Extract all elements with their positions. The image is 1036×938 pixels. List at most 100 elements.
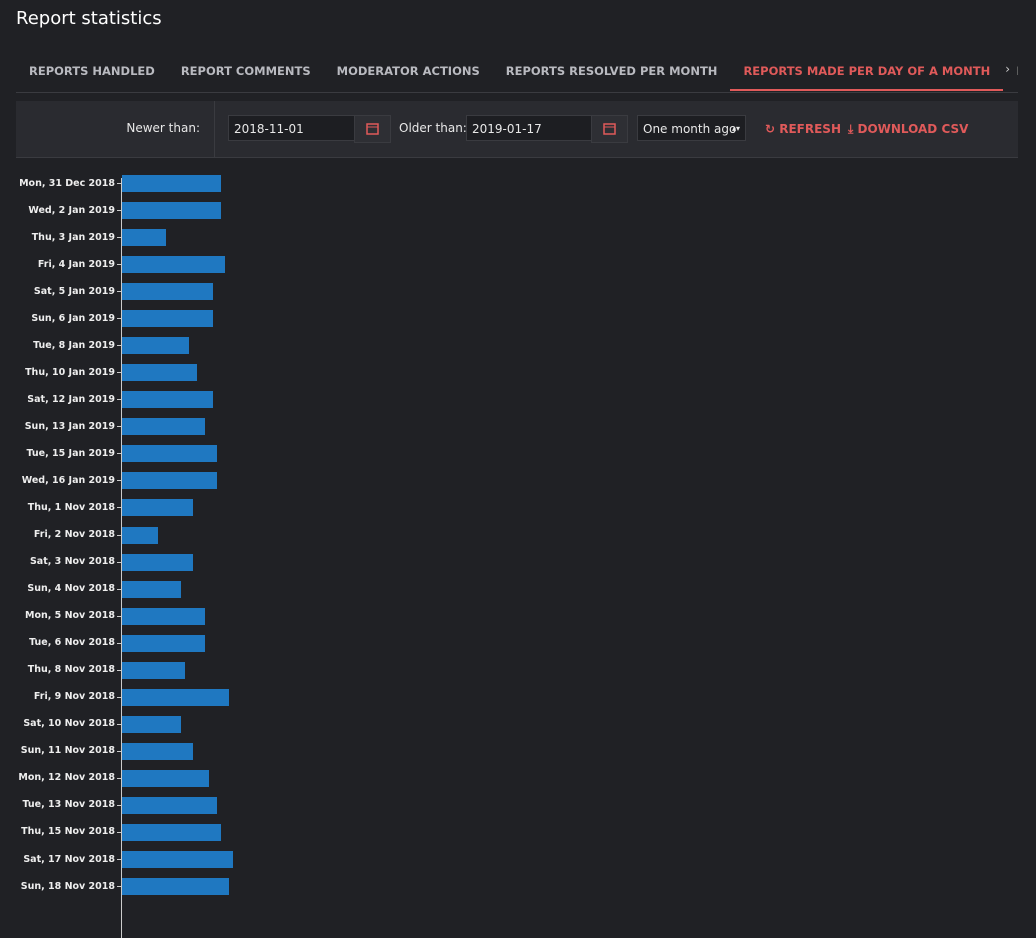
category-label: Tue, 15 Jan 2019 [26,447,115,459]
range-value: One month ago [643,122,737,136]
bar-row: Sat, 12 Jan 2019 [0,386,600,413]
tick-mark [117,696,121,698]
category-label: Sat, 5 Jan 2019 [33,285,115,297]
older-input[interactable]: 2019-01-17 [466,115,592,141]
refresh-label: REFRESH [779,122,841,136]
bar[interactable] [122,283,214,301]
chart: Mon, 31 Dec 2018 Wed, 2 Jan 2019 Thu, 3 Ja… [0,170,1036,938]
tick-mark [117,291,121,293]
tick-mark [117,399,121,401]
bar[interactable] [122,634,206,652]
bar-row: Wed, 16 Jan 2019 [0,467,600,494]
tick-mark [117,804,121,806]
category-label: Thu, 15 Nov 2018 [21,826,115,838]
calendar-button[interactable] [354,115,391,143]
bar-row: Sun, 4 Nov 2018 [0,576,600,603]
bar-row: Thu, 15 Nov 2018 [0,819,600,846]
bar[interactable] [122,472,218,490]
category-label: Sun, 18 Nov 2018 [20,880,115,892]
bar[interactable] [122,823,221,841]
category-label: Mon, 12 Nov 2018 [18,772,115,784]
tick-mark [117,237,121,239]
bar-row: Sat, 17 Nov 2018 [0,846,600,873]
tick-mark [117,318,121,320]
tab[interactable]: REPORT COMMENTS [180,64,311,78]
bar[interactable] [122,688,229,706]
axis-line [121,178,122,938]
tab[interactable]: REPORTS RESOLVED PER MONTH [505,64,718,78]
bar[interactable] [122,202,221,220]
tick-mark [117,372,121,374]
bar[interactable] [122,310,214,328]
tick-mark [117,750,121,752]
bar-row: Fri, 2 Nov 2018 [0,522,600,549]
bar-row: Sun, 11 Nov 2018 [0,738,600,765]
range-select[interactable]: One month ago ▴▾ [637,115,746,141]
category-label: Tue, 8 Jan 2019 [33,339,115,351]
bar-row: Mon, 5 Nov 2018 [0,603,600,630]
bar[interactable] [122,769,210,787]
bar-row: Thu, 8 Nov 2018 [0,657,600,684]
bar-row: Sun, 13 Jan 2019 [0,413,600,440]
tick-mark [117,615,121,617]
tab[interactable]: REPORTS MADE PER DAY OF A MONTH [730,56,1004,91]
tick-mark [117,588,121,590]
tick-mark [117,886,121,888]
category-label: Mon, 5 Nov 2018 [25,610,115,622]
bar-row: Tue, 13 Nov 2018 [0,792,600,819]
category-label: Sat, 12 Jan 2019 [27,393,115,405]
newer-input[interactable]: 2018-11-01 [228,115,355,141]
tick-mark [117,453,121,455]
bar[interactable] [122,607,206,625]
bar[interactable] [122,796,218,814]
bar-row: Tue, 8 Jan 2019 [0,332,600,359]
bar[interactable] [122,229,166,247]
calendar-icon [603,123,616,135]
bar[interactable] [122,878,229,896]
bar-row: Tue, 6 Nov 2018 [0,630,600,657]
bar[interactable] [122,175,221,192]
download-button[interactable]: ⤓ DOWNLOAD CSV [848,122,969,136]
bar[interactable] [122,553,194,571]
refresh-button[interactable]: ↻ REFRESH [765,122,841,136]
bar-row: Sun, 18 Nov 2018 [0,873,600,900]
tick-mark [117,345,121,347]
bar-row: Sat, 5 Jan 2019 [0,278,600,305]
bar[interactable] [122,742,194,760]
bar[interactable] [122,851,233,868]
tab[interactable]: REPORTS PE [1003,56,1018,91]
tick-mark [117,831,121,833]
tick-mark [117,534,121,536]
tick-mark [117,507,121,509]
category-label: Tue, 6 Nov 2018 [29,637,115,649]
divider [214,101,215,157]
bar[interactable] [122,580,182,598]
bar-row: Thu, 1 Nov 2018 [0,494,600,521]
bar[interactable] [122,364,198,382]
bar-row: Fri, 9 Nov 2018 [0,684,600,711]
bar[interactable] [122,391,214,409]
bar[interactable] [122,337,190,355]
bar-row: Mon, 12 Nov 2018 [0,765,600,792]
bar[interactable] [122,715,182,733]
page-title: Report statistics [16,8,162,29]
calendar-button[interactable] [591,115,628,143]
tab[interactable]: REPORTS HANDLED [29,64,155,78]
category-label: Sun, 13 Jan 2019 [24,420,115,432]
bar-row: Wed, 2 Jan 2019 [0,197,600,224]
tab[interactable]: MODERATOR ACTIONS [336,64,480,78]
category-label: Wed, 2 Jan 2019 [28,204,115,216]
bar[interactable] [122,526,158,544]
bar[interactable] [122,499,194,517]
category-label: Fri, 4 Jan 2019 [37,258,115,270]
bar[interactable] [122,445,218,463]
category-label: Sun, 6 Jan 2019 [31,312,115,324]
tick-mark [117,264,121,266]
scroll-right[interactable]: › [1005,62,1010,76]
bar[interactable] [122,418,206,436]
category-label: Sat, 3 Nov 2018 [29,556,115,568]
bar[interactable] [122,661,186,679]
tick-mark [117,210,121,212]
tab-bar: REPORTS HANDLED REPORT COMMENTS MODERATOR … [16,56,1018,93]
bar[interactable] [122,256,225,274]
